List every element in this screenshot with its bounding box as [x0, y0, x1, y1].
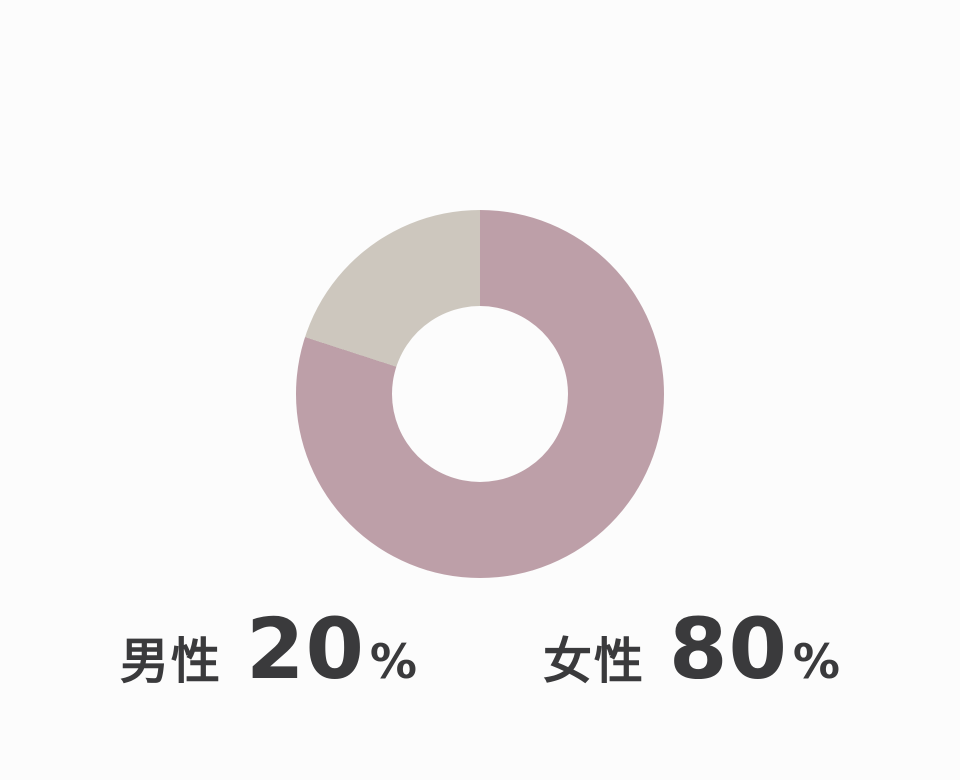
- legend-label-male: 男性: [120, 633, 223, 690]
- legend-value-female: 80: [669, 600, 788, 698]
- legend-unit-male: %: [369, 635, 418, 690]
- donut-chart: [296, 210, 664, 578]
- legend-unit-female: %: [792, 635, 840, 690]
- legend-value-male: 20: [246, 600, 365, 698]
- legend: 男性 20 % 女性 80 %: [120, 600, 840, 698]
- legend-label-female: 女性: [542, 633, 645, 690]
- legend-item-female: 女性 80 %: [543, 600, 840, 698]
- donut-hole: [392, 306, 568, 482]
- legend-item-male: 男性 20 %: [120, 600, 417, 698]
